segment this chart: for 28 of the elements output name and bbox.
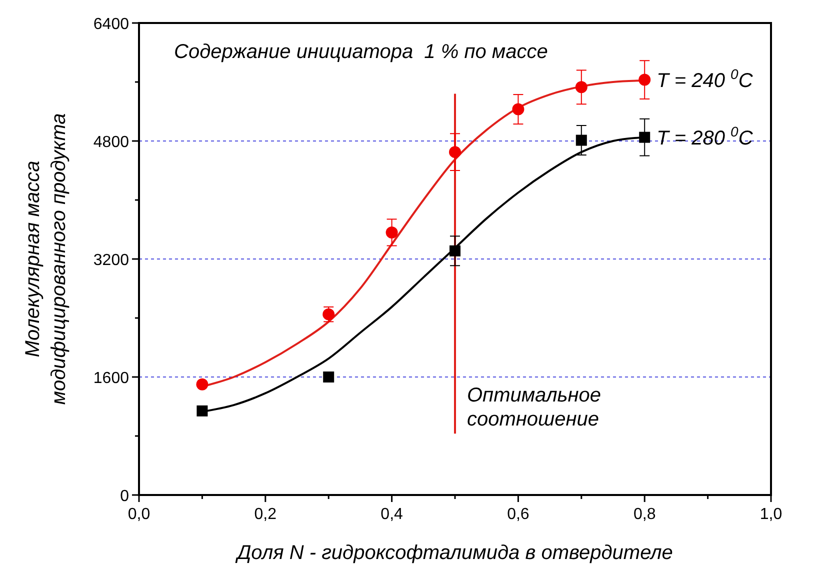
ref-line-label: Оптимальное соотношение — [467, 384, 602, 431]
y-axis-title: Молекулярная масса модифицированного продукта — [22, 113, 70, 405]
point — [449, 146, 461, 158]
point — [196, 405, 208, 416]
x-tick-label: 0,0 — [128, 506, 150, 523]
point — [450, 245, 460, 256]
series-label: T = 240 $^{0}$C — [656, 66, 754, 92]
point — [323, 372, 334, 382]
point — [196, 378, 208, 390]
y-tick-label: 4800 — [93, 134, 130, 151]
series-label: T = 280 $^{0}$C — [656, 123, 754, 150]
annotation: Содержание инициатора 1 % по массе — [174, 41, 548, 63]
x-axis-title: Доля N - гидроксофталимида в отвердителе — [235, 542, 673, 564]
point — [575, 81, 588, 94]
y-tick-label: 3200 — [93, 252, 130, 269]
y-tick-label: 0 — [120, 488, 130, 505]
x-tick-label: 0,2 — [254, 506, 277, 523]
point — [638, 74, 651, 86]
point — [386, 226, 398, 238]
x-tick-label: 0,6 — [507, 506, 530, 523]
point — [639, 132, 650, 143]
y-tick-label: 1600 — [93, 370, 130, 387]
x-tick-label: 0,8 — [633, 506, 656, 523]
point — [576, 134, 587, 146]
x-tick-label: 1,0 — [760, 506, 782, 523]
point — [512, 103, 524, 116]
y-tick-label: 6400 — [93, 16, 130, 33]
x-tick-label: 0,4 — [380, 506, 404, 523]
